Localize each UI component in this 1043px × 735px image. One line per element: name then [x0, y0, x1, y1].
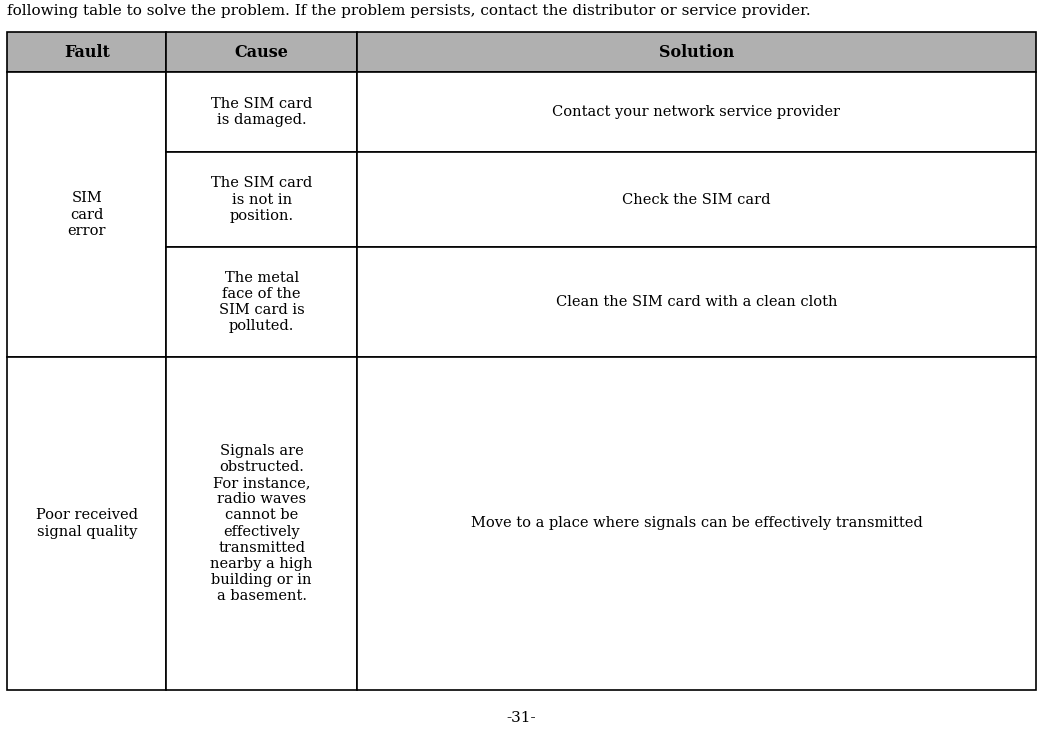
- Bar: [167, 152, 357, 247]
- Text: The metal
face of the
SIM card is
polluted.: The metal face of the SIM card is pollut…: [219, 270, 305, 333]
- Bar: [357, 357, 1036, 690]
- Bar: [357, 32, 1036, 72]
- Bar: [167, 357, 357, 690]
- Text: Check the SIM card: Check the SIM card: [623, 193, 771, 207]
- Bar: [357, 72, 1036, 152]
- Text: Solution: Solution: [659, 43, 734, 60]
- Text: The SIM card
is not in
position.: The SIM card is not in position.: [211, 176, 312, 223]
- Bar: [357, 152, 1036, 247]
- Text: Cause: Cause: [235, 43, 289, 60]
- Bar: [167, 247, 357, 357]
- Text: SIM
card
error: SIM card error: [68, 191, 106, 237]
- Text: The SIM card
is damaged.: The SIM card is damaged.: [211, 97, 312, 127]
- Bar: [7, 357, 167, 690]
- Text: following table to solve the problem. If the problem persists, contact the distr: following table to solve the problem. If…: [7, 4, 810, 18]
- Text: Fault: Fault: [64, 43, 110, 60]
- Text: Signals are
obstructed.
For instance,
radio waves
cannot be
effectively
transmit: Signals are obstructed. For instance, ra…: [211, 444, 313, 603]
- Text: Move to a place where signals can be effectively transmitted: Move to a place where signals can be eff…: [470, 517, 922, 531]
- Text: Clean the SIM card with a clean cloth: Clean the SIM card with a clean cloth: [556, 295, 838, 309]
- Bar: [167, 72, 357, 152]
- Bar: [7, 72, 167, 357]
- Bar: [357, 247, 1036, 357]
- Text: -31-: -31-: [507, 711, 536, 725]
- Text: Contact your network service provider: Contact your network service provider: [553, 105, 841, 119]
- Text: Poor received
signal quality: Poor received signal quality: [35, 509, 138, 539]
- Bar: [7, 32, 167, 72]
- Bar: [167, 32, 357, 72]
